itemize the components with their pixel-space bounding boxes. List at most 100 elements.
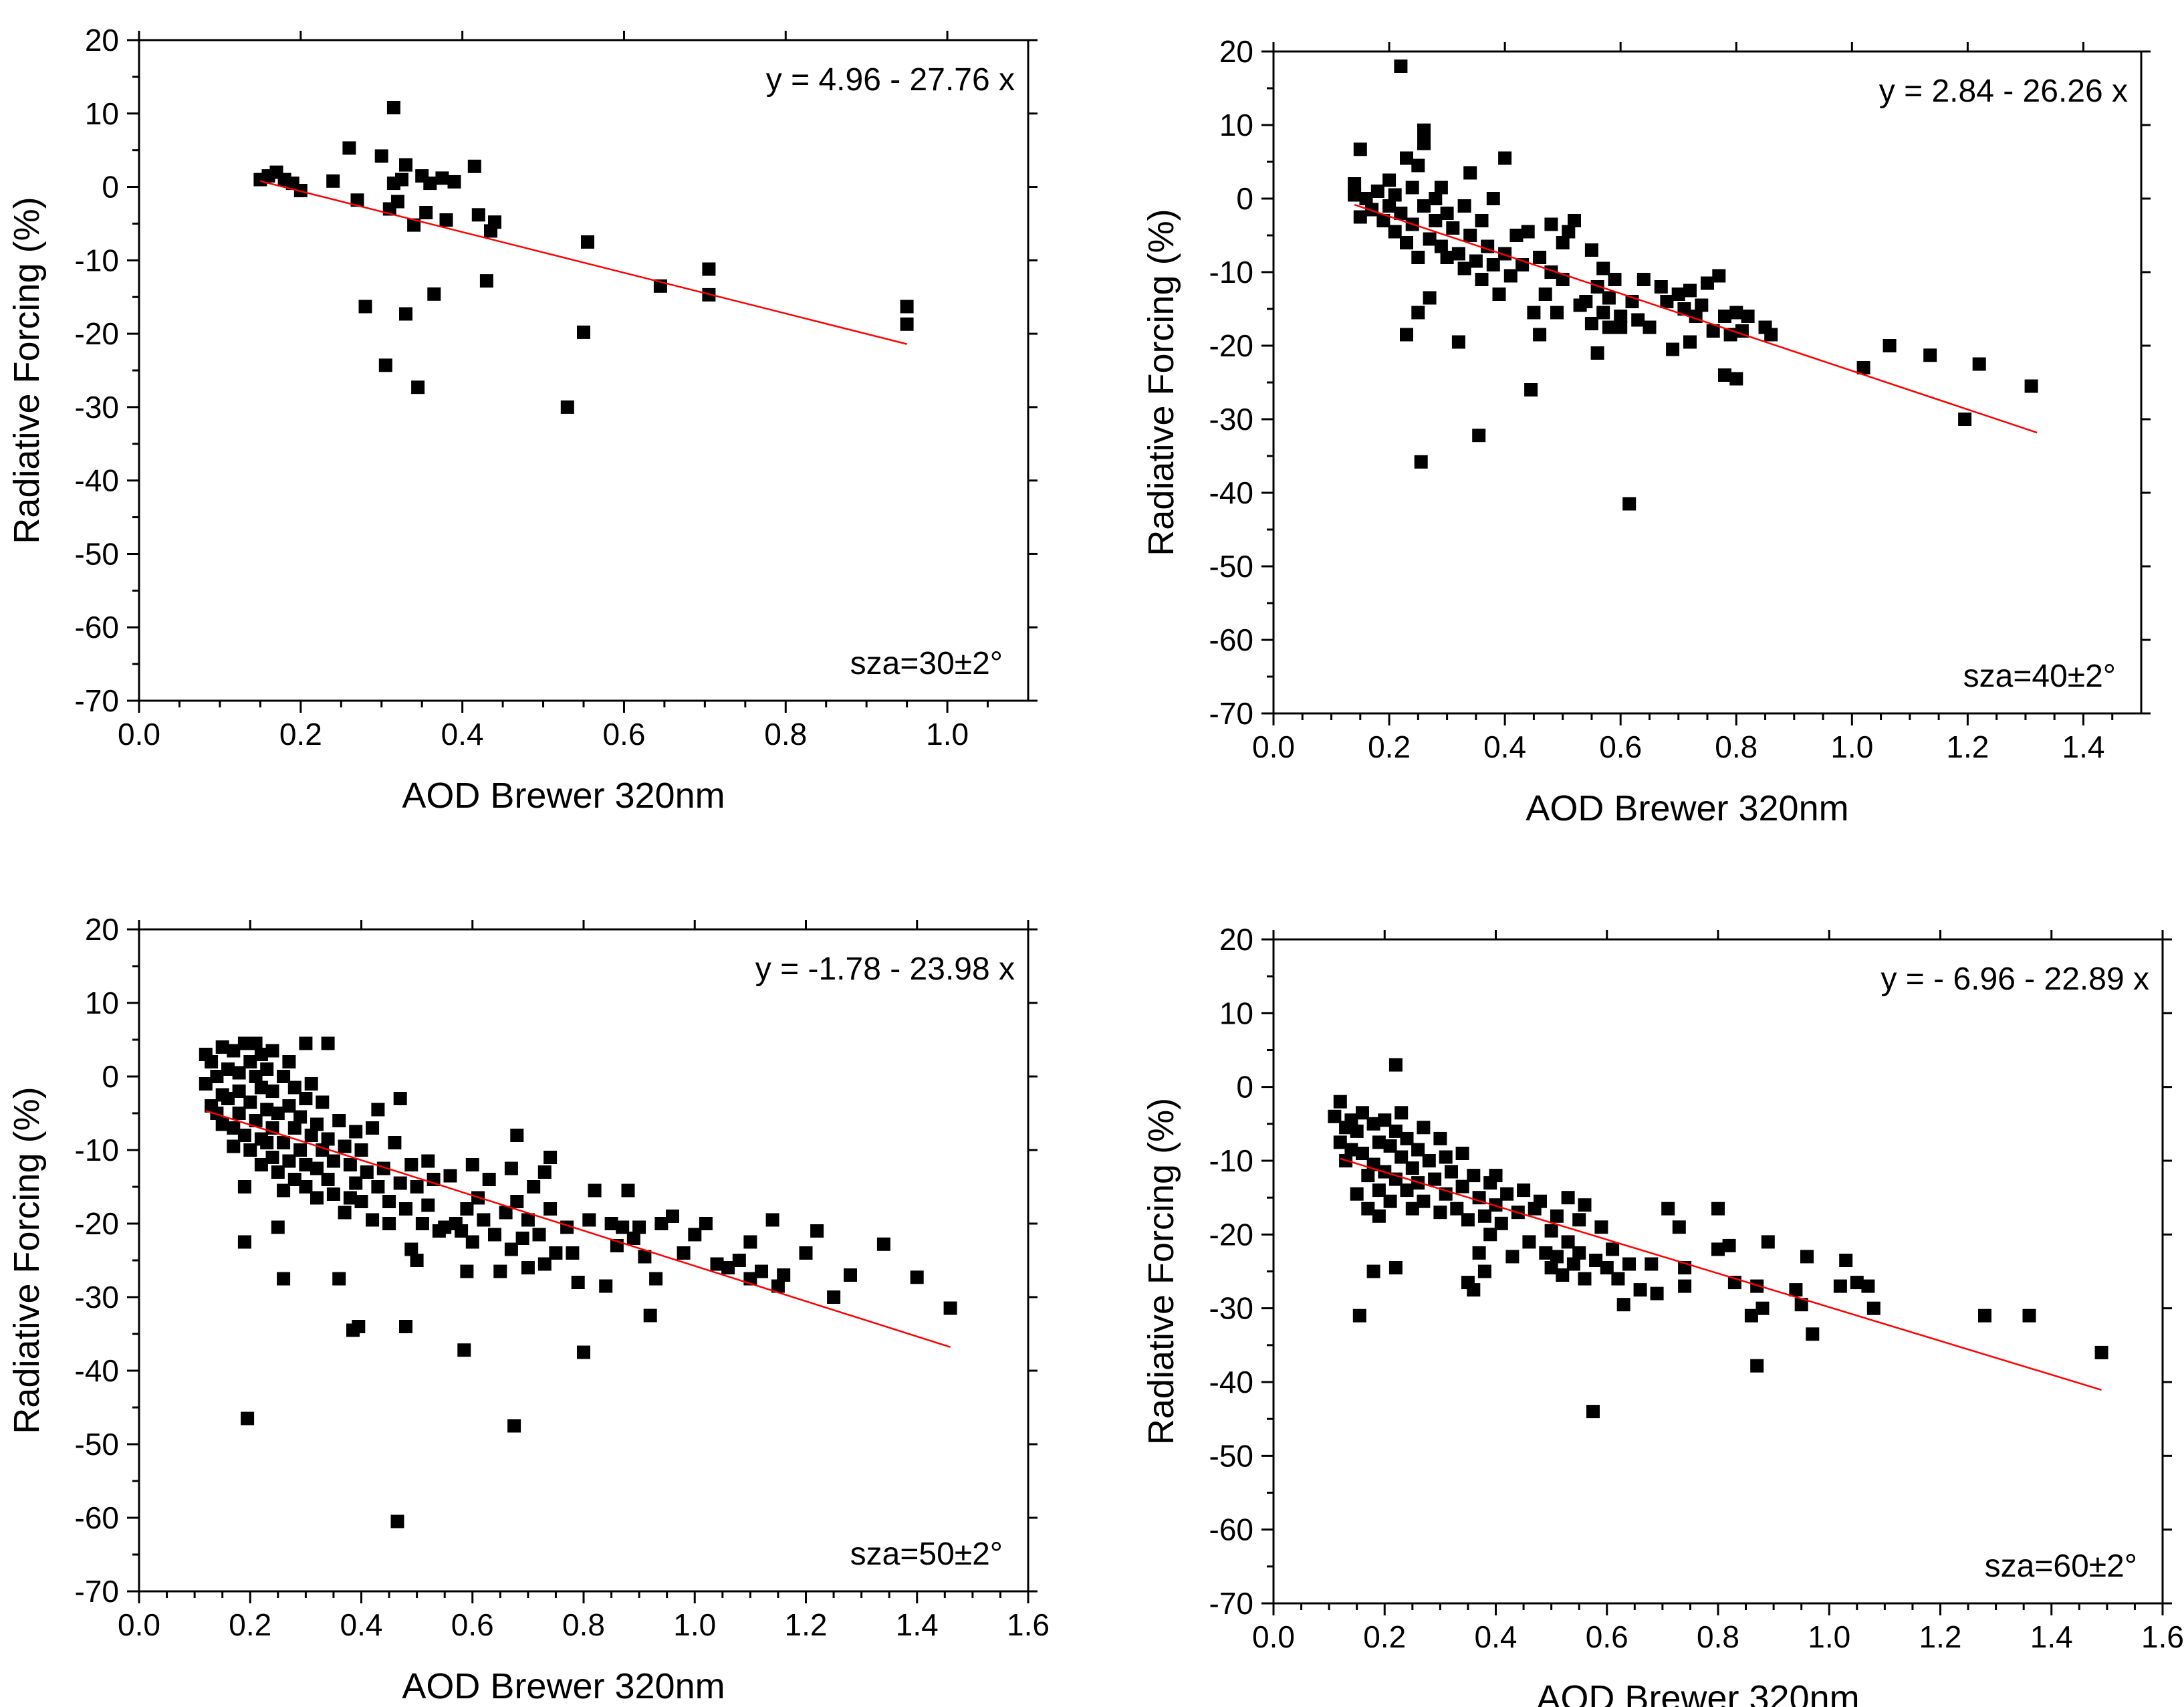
data-point <box>232 1107 246 1120</box>
data-point <box>1383 1139 1397 1153</box>
y-tick-label: -60 <box>1209 622 1253 657</box>
data-point <box>488 215 501 229</box>
chart-panel-sza-40: 0.0 0.2 0.4 0.6 0.8 1.0 1.2 1.4 20 10 0 -10 -20 -30 -4… <box>1141 34 2151 828</box>
sza-label: sza=60±2° <box>1985 1549 2137 1584</box>
data-point <box>1475 273 1489 286</box>
data-point <box>349 1176 363 1190</box>
data-point <box>1344 1143 1358 1157</box>
data-point <box>435 171 449 185</box>
data-point <box>265 1085 279 1098</box>
sza-label: sza=40±2° <box>1963 659 2116 694</box>
regression-line <box>205 1110 951 1348</box>
x-tick-label: 0.4 <box>340 1607 383 1642</box>
data-point <box>1622 1257 1636 1271</box>
y-tick-label: 0 <box>1236 181 1253 216</box>
y-axis-title: Radiative Forcing (%) <box>1141 1098 1181 1445</box>
data-point <box>1561 1191 1575 1205</box>
y-tick-label: -40 <box>1209 1365 1253 1399</box>
data-point <box>210 1070 224 1083</box>
data-point <box>1800 1250 1814 1264</box>
axes: 0.0 0.2 0.4 0.6 0.8 1.0 20 10 0 -10 -20 -30 -40 -50 -6… <box>75 23 1038 752</box>
data-point <box>1445 1165 1458 1179</box>
data-point <box>1457 199 1471 213</box>
data-point <box>1422 1154 1436 1167</box>
data-point <box>581 235 594 249</box>
data-point <box>1596 306 1610 320</box>
data-point <box>1356 1147 1369 1160</box>
data-point <box>254 1048 268 1061</box>
data-point <box>1486 192 1500 205</box>
data-point <box>699 1217 713 1230</box>
axes: 0.0 0.2 0.4 0.6 0.8 1.0 1.2 1.4 1.6 20 10 0 -10 -20 -3… <box>1209 922 2184 1654</box>
data-point <box>371 1103 385 1117</box>
data-point <box>1463 229 1477 242</box>
x-tick-label: 0.6 <box>1599 729 1642 764</box>
data-point <box>1622 497 1636 511</box>
data-point <box>249 1070 263 1083</box>
x-tick-label: 1.4 <box>2062 729 2104 764</box>
x-tick-label: 1.2 <box>1919 1619 1962 1654</box>
data-point <box>438 1220 452 1234</box>
data-point <box>1494 1216 1508 1230</box>
data-point <box>1446 221 1460 235</box>
data-point <box>702 262 716 276</box>
data-point <box>1451 335 1465 349</box>
data-point <box>237 1129 251 1142</box>
data-point <box>249 1036 263 1050</box>
data-point <box>342 141 356 155</box>
data-point <box>415 1217 429 1230</box>
data-point <box>1498 247 1512 261</box>
sza-label: sza=30±2° <box>850 646 1003 681</box>
data-point <box>282 1055 296 1068</box>
data-point <box>649 1272 663 1286</box>
data-point <box>844 1268 857 1282</box>
data-point <box>1486 258 1500 271</box>
x-tick-label: 1.0 <box>673 1607 716 1642</box>
data-point <box>527 1180 541 1193</box>
data-point <box>1469 254 1483 268</box>
data-point <box>2094 1345 2108 1359</box>
y-axis-title: Radiative Forcing (%) <box>1141 209 1181 556</box>
data-point <box>1538 288 1552 301</box>
data-point <box>1451 247 1465 261</box>
data-point <box>1524 383 1538 396</box>
data-point <box>1602 291 1616 305</box>
data-point <box>1718 368 1731 382</box>
data-point <box>560 400 574 414</box>
data-point <box>1614 320 1628 334</box>
data-point <box>299 1180 313 1193</box>
data-point <box>599 1279 613 1293</box>
data-point <box>1388 225 1402 239</box>
data-point <box>399 1202 412 1216</box>
x-axis-title: AOD Brewer 320nm <box>1536 1678 1859 1707</box>
data-point <box>1475 214 1489 227</box>
x-tick-label: 0.8 <box>1697 1619 1739 1654</box>
data-point <box>543 1202 558 1216</box>
data-point <box>515 1232 529 1245</box>
data-point <box>1400 1183 1414 1198</box>
data-point <box>427 287 441 301</box>
data-point <box>1388 188 1402 202</box>
data-point <box>350 193 364 207</box>
data-point <box>1534 1194 1547 1208</box>
data-point <box>241 1411 255 1426</box>
data-point <box>1958 413 1972 426</box>
y-tick-label: -60 <box>1209 1512 1253 1547</box>
data-point <box>477 1213 491 1227</box>
data-point <box>876 1237 890 1251</box>
data-point <box>643 1308 657 1323</box>
data-point <box>571 1276 585 1289</box>
data-point <box>1405 1202 1419 1216</box>
data-point <box>1366 1117 1380 1131</box>
x-tick-label: 1.2 <box>785 1607 828 1642</box>
data-point <box>343 1191 357 1205</box>
data-point <box>1755 1301 1770 1315</box>
data-point <box>1498 151 1512 165</box>
data-point <box>411 380 425 394</box>
data-point <box>1394 60 1408 73</box>
data-point <box>1701 276 1714 290</box>
y-tick-label: 10 <box>85 96 119 131</box>
data-point <box>910 1270 924 1284</box>
data-point <box>1372 1209 1386 1223</box>
data-point <box>316 1095 330 1109</box>
